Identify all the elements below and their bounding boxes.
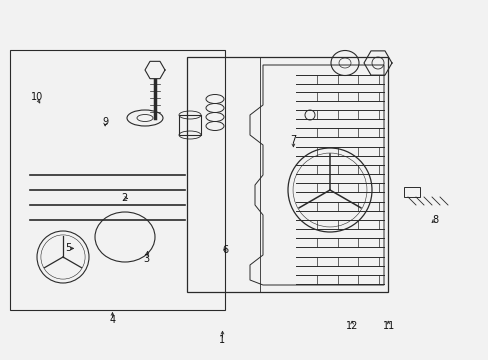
Text: 7: 7 [290, 135, 296, 145]
Text: 11: 11 [382, 321, 394, 331]
Text: 2: 2 [122, 193, 127, 203]
Text: 12: 12 [345, 321, 358, 331]
Text: 10: 10 [30, 92, 43, 102]
Bar [179, 115, 201, 135]
Text: 4: 4 [109, 315, 115, 325]
Text: 6: 6 [222, 245, 227, 255]
Text: 5: 5 [65, 243, 71, 253]
Text: 3: 3 [143, 254, 149, 264]
Text: 9: 9 [102, 117, 108, 127]
Text: 1: 1 [219, 335, 225, 345]
Bar [403, 187, 419, 197]
Text: 8: 8 [431, 215, 437, 225]
